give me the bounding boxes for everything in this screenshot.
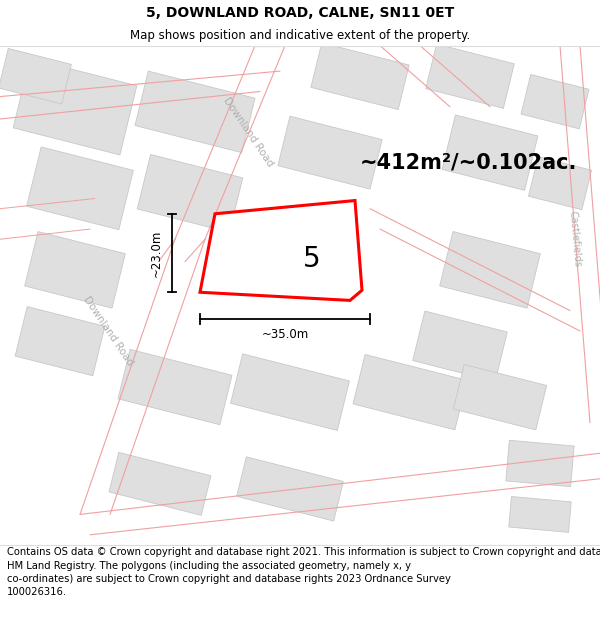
Text: Downland Road: Downland Road: [221, 96, 275, 169]
Text: Map shows position and indicative extent of the property.: Map shows position and indicative extent…: [130, 29, 470, 42]
Polygon shape: [413, 311, 507, 381]
Polygon shape: [109, 452, 211, 516]
Text: ~412m²/~0.102ac.: ~412m²/~0.102ac.: [360, 153, 577, 173]
Polygon shape: [200, 201, 362, 301]
Polygon shape: [529, 157, 592, 210]
Polygon shape: [25, 231, 125, 308]
Polygon shape: [137, 154, 243, 232]
Polygon shape: [454, 364, 547, 430]
Polygon shape: [440, 231, 541, 308]
Polygon shape: [230, 354, 349, 431]
Polygon shape: [118, 349, 232, 425]
Polygon shape: [506, 440, 574, 487]
Polygon shape: [521, 74, 589, 129]
Text: ~23.0m: ~23.0m: [149, 229, 163, 277]
Polygon shape: [353, 354, 467, 430]
Polygon shape: [26, 147, 133, 229]
Polygon shape: [0, 48, 71, 104]
Polygon shape: [15, 307, 105, 376]
Polygon shape: [13, 59, 137, 155]
Text: Castlefields: Castlefields: [568, 211, 583, 268]
Polygon shape: [509, 496, 571, 532]
Polygon shape: [236, 457, 343, 521]
Polygon shape: [278, 116, 382, 189]
Text: Contains OS data © Crown copyright and database right 2021. This information is : Contains OS data © Crown copyright and d…: [7, 548, 600, 597]
Text: Downland Road: Downland Road: [81, 294, 135, 368]
Polygon shape: [311, 43, 409, 109]
Polygon shape: [135, 71, 255, 152]
Text: 5, DOWNLAND ROAD, CALNE, SN11 0ET: 5, DOWNLAND ROAD, CALNE, SN11 0ET: [146, 6, 454, 20]
Text: ~35.0m: ~35.0m: [262, 328, 308, 341]
Polygon shape: [426, 44, 514, 108]
Polygon shape: [442, 115, 538, 190]
Text: 5: 5: [302, 246, 320, 274]
